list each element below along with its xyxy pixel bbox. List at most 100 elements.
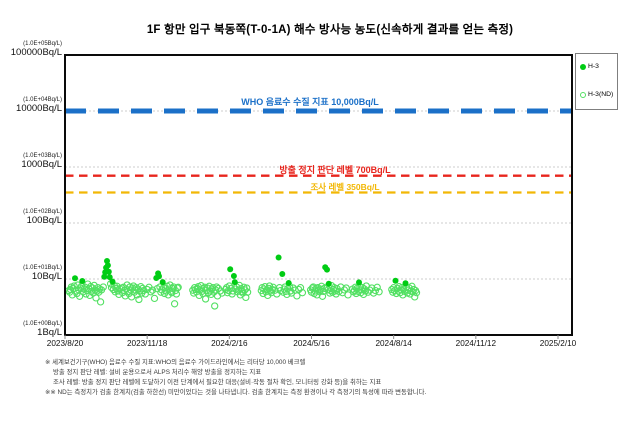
- who-threshold-label: WHO 음료수 수질 지표 10,000Bq/L: [241, 97, 379, 107]
- y-tick-value: 10Bq/L: [31, 271, 62, 282]
- data-point-h3: [109, 278, 116, 285]
- data-point-nd: [212, 283, 221, 291]
- x-tick-label: 2023/11/18: [126, 339, 168, 348]
- footnote-stop-level: 방출 정지 판단 레벨: 설비 운용으로서 ALPS 처리수 해양 방출을 정지…: [53, 369, 262, 376]
- data-point-h3: [105, 268, 112, 275]
- y-tick-sci: (1.0E+04Bq/L): [23, 97, 62, 103]
- data-point-nd: [318, 292, 327, 300]
- legend-label-h3: H-3: [588, 63, 599, 70]
- data-point-nd: [135, 295, 143, 304]
- footnote-nd: ※※ ND는 측정치가 검출 한계치(검출 하한선) 미만이었다는 것을 나타냅…: [45, 389, 427, 396]
- data-point-nd: [211, 302, 219, 310]
- x-tick-label: 2024/5/16: [293, 339, 330, 348]
- data-point-h3: [275, 254, 282, 261]
- data-point-h3: [356, 279, 362, 286]
- y-tick-label: (1.0E+05Bq/L) 100000Bq/L: [0, 40, 62, 58]
- data-point-h3: [227, 266, 234, 273]
- data-point-nd: [389, 288, 397, 296]
- legend-box: H-3 H-3(ND): [575, 53, 618, 110]
- data-point-nd: [143, 285, 151, 294]
- x-tick-label: 2025/2/10: [539, 339, 577, 348]
- y-tick-value: 100000Bq/L: [10, 47, 62, 58]
- data-point-nd: [364, 288, 372, 296]
- legend-item-h3: H-3: [580, 63, 599, 70]
- data-point-h3: [230, 273, 237, 279]
- y-tick-label: (1.0E+03Bq/L) 1000Bq/L: [0, 152, 62, 170]
- chart-title: 1F 항만 입구 북동쪽(T-0-1A) 해수 방사능 농도(신속하게 결과를 …: [146, 24, 514, 36]
- y-tick-sci: (1.0E+05Bq/L): [23, 41, 62, 47]
- data-point-nd: [296, 284, 305, 292]
- data-point-nd: [320, 284, 328, 293]
- data-point-h3: [285, 280, 292, 286]
- data-point-nd: [87, 287, 96, 296]
- x-tick-label: 2024/8/14: [375, 339, 412, 348]
- y-tick-value: 100Bq/L: [26, 215, 62, 226]
- data-point-nd: [150, 294, 159, 303]
- footnote-survey-level: 조사 레벨: 방출 정지 판단 레벨에 도달하기 이전 단계에서 필요한 대응(…: [53, 379, 382, 386]
- data-point-h3: [101, 273, 108, 280]
- data-point-nd: [86, 291, 94, 300]
- y-tick-value: 10000Bq/L: [16, 103, 62, 114]
- data-point-nd: [70, 282, 78, 290]
- data-point-h3: [106, 274, 113, 281]
- data-point-nd: [92, 294, 100, 302]
- data-point-h3: [325, 280, 332, 287]
- data-point-nd: [375, 288, 383, 296]
- data-point-h3: [402, 280, 409, 287]
- y-tick-sci: (1.0E+00Bq/L): [23, 321, 62, 327]
- data-point-nd: [331, 287, 339, 295]
- legend-label-h3-nd: H-3(ND): [588, 91, 614, 98]
- data-point-nd: [94, 284, 102, 292]
- data-point-nd: [173, 284, 181, 292]
- y-tick-label: (1.0E+04Bq/L) 10000Bq/L: [0, 96, 62, 114]
- plot-border: [64, 54, 573, 336]
- data-point-nd: [352, 289, 360, 298]
- filled-circle-marker-icon: [580, 63, 586, 70]
- data-point-nd: [373, 283, 381, 291]
- data-point-h3: [104, 262, 111, 269]
- data-point-nd: [169, 283, 178, 291]
- y-tick-label: (1.0E+00Bq/L) 1Bq/L: [0, 320, 62, 338]
- data-point-h3: [79, 278, 86, 284]
- y-tick-sci: (1.0E+03Bq/L): [23, 153, 62, 159]
- data-point-nd: [96, 298, 105, 306]
- data-point-nd: [148, 286, 157, 294]
- y-tick-value: 1000Bq/L: [21, 159, 62, 170]
- data-point-h3: [324, 266, 330, 273]
- data-point-nd: [201, 295, 210, 303]
- y-tick-sci: (1.0E+02Bq/L): [23, 209, 62, 215]
- data-point-nd: [174, 283, 182, 291]
- data-point-nd: [170, 300, 179, 308]
- data-point-h3: [72, 275, 78, 282]
- data-point-nd: [340, 286, 349, 294]
- data-point-nd: [293, 292, 301, 300]
- y-tick-label: (1.0E+02Bq/L) 100Bq/L: [0, 208, 62, 226]
- data-point-nd: [412, 289, 421, 297]
- x-tick-label: 2024/11/12: [455, 339, 497, 348]
- data-point-h3: [392, 277, 399, 284]
- data-point-nd: [298, 289, 307, 297]
- data-point-nd: [75, 292, 84, 300]
- x-tick-label: 2023/8/20: [46, 339, 84, 348]
- data-point-nd: [243, 284, 251, 292]
- data-point-nd: [90, 281, 98, 290]
- y-tick-sci: (1.0E+01Bq/L): [23, 265, 62, 271]
- data-point-nd: [147, 288, 155, 296]
- data-point-h3: [231, 279, 238, 286]
- footnote-who: ※ 세계보건기구(WHO) 음료수 수질 지표:WHO의 음료수 가이드라인에서…: [45, 359, 306, 366]
- data-point-nd: [86, 283, 95, 291]
- data-point-h3: [159, 279, 166, 286]
- data-point-nd: [243, 288, 252, 296]
- data-point-h3: [279, 271, 286, 277]
- y-tick-value: 1Bq/L: [37, 327, 62, 338]
- discharge-stop-threshold-label: 방출 정지 판단 레벨 700Bq/L: [279, 165, 391, 175]
- y-tick-label: (1.0E+01Bq/L) 10Bq/L: [0, 264, 62, 282]
- x-tick-label: 2024/2/16: [211, 339, 248, 348]
- data-point-h3: [156, 273, 162, 280]
- open-circle-marker-icon: [580, 91, 586, 98]
- legend-item-h3-nd: H-3(ND): [580, 91, 613, 98]
- data-point-nd: [344, 291, 352, 299]
- data-point-nd: [99, 283, 107, 291]
